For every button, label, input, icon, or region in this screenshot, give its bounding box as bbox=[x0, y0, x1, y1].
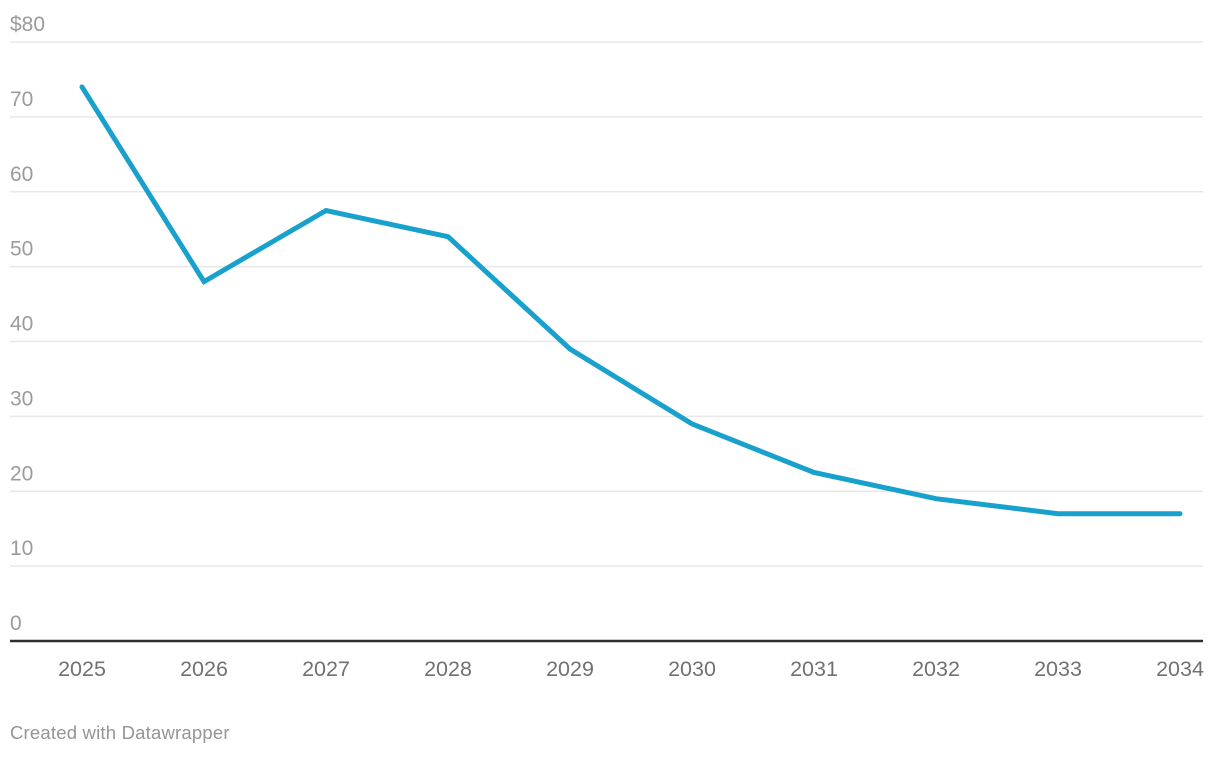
x-axis-label: 2029 bbox=[546, 657, 594, 681]
y-axis-label: 0 bbox=[10, 612, 22, 635]
x-axis-label: 2034 bbox=[1156, 657, 1204, 681]
x-axis-label: 2032 bbox=[912, 657, 960, 681]
x-axis-label: 2030 bbox=[668, 657, 716, 681]
x-axis-label: 2028 bbox=[424, 657, 472, 681]
x-axis-label: 2031 bbox=[790, 657, 838, 681]
x-axis-label: 2033 bbox=[1034, 657, 1082, 681]
y-axis-label: 60 bbox=[10, 163, 33, 186]
x-axis-label: 2025 bbox=[58, 657, 106, 681]
data-line-series bbox=[79, 84, 1183, 517]
y-axis-label: 50 bbox=[10, 238, 33, 261]
x-axis-label: 2027 bbox=[302, 657, 350, 681]
y-axis-label: 70 bbox=[10, 88, 33, 111]
x-axis-label: 2026 bbox=[180, 657, 228, 681]
y-axis-label: $80 bbox=[10, 13, 45, 36]
y-axis-label: 10 bbox=[10, 537, 33, 560]
y-axis-label: 20 bbox=[10, 462, 33, 485]
chart-canvas: $80 70 60 50 40 30 20 10 0 2025 2026 2027 2028 2029 20… bbox=[10, 13, 1204, 681]
chart-credit: Created with Datawrapper bbox=[10, 722, 230, 743]
y-axis-label: 40 bbox=[10, 313, 33, 336]
y-axis-label: 30 bbox=[10, 387, 33, 410]
